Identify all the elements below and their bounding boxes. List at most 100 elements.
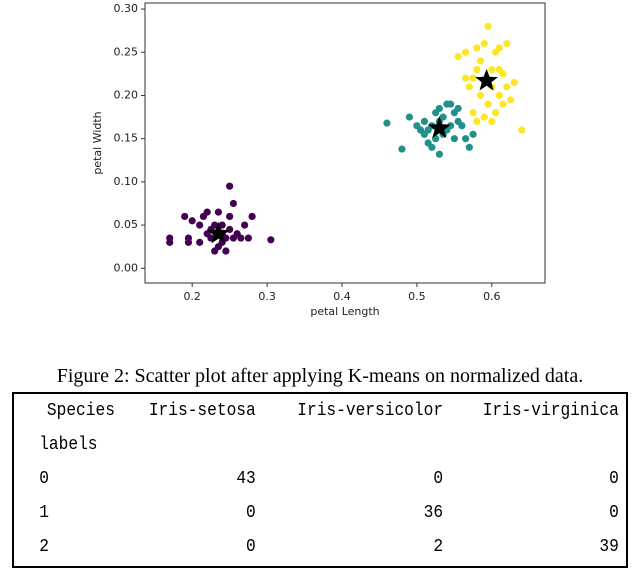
table-cell: 0 <box>609 503 619 523</box>
point <box>447 100 455 108</box>
table-cell: Species <box>46 401 115 421</box>
point <box>461 74 470 82</box>
point <box>248 212 256 221</box>
y-tick-label: 0.10 <box>114 175 139 188</box>
table-box: Species Iris-setosa Iris-versicolor Iris-vi… <box>12 392 628 568</box>
table-cell: 0 <box>246 503 256 523</box>
point <box>480 113 488 121</box>
point <box>214 243 223 251</box>
point <box>226 182 234 190</box>
point <box>469 130 477 138</box>
point <box>488 65 496 74</box>
centroid-star <box>475 68 498 91</box>
x-tick-label: 0.5 <box>408 290 426 303</box>
point <box>237 234 245 242</box>
table-cell <box>448 428 624 462</box>
point <box>495 44 503 52</box>
x-axis-label: petal Length <box>310 305 379 318</box>
point <box>484 22 492 30</box>
point <box>435 104 443 113</box>
point <box>506 96 515 104</box>
point <box>226 212 234 221</box>
table-row: 1 0 36 0 <box>14 496 624 530</box>
point <box>166 238 174 246</box>
plot-frame <box>144 2 546 284</box>
point <box>484 100 492 108</box>
x-tick-label: 0.2 <box>183 290 201 303</box>
point <box>461 48 470 56</box>
y-tick-label: 0.15 <box>114 132 139 145</box>
point <box>188 217 196 225</box>
point <box>469 74 477 82</box>
table-cell: Iris-virginica <box>482 401 619 421</box>
point <box>465 83 473 91</box>
point <box>450 135 458 143</box>
point <box>476 57 485 65</box>
point <box>181 212 189 221</box>
point <box>398 145 406 153</box>
point <box>424 139 432 147</box>
table-cell: Iris-versicolor <box>297 401 444 421</box>
point <box>465 143 473 151</box>
cluster-table: Species Iris-setosa Iris-versicolor Iris-vi… <box>14 394 624 564</box>
point <box>244 234 252 242</box>
point <box>499 100 507 108</box>
point <box>473 65 481 74</box>
point <box>214 208 223 216</box>
point <box>218 221 226 229</box>
y-tick-label: 0.00 <box>114 261 139 274</box>
point <box>461 135 470 143</box>
point <box>488 117 496 125</box>
point <box>196 238 204 246</box>
point <box>435 150 443 158</box>
point <box>241 221 249 229</box>
point <box>439 113 447 121</box>
y-tick-label: 0.20 <box>114 88 139 101</box>
point <box>458 122 466 130</box>
table-cell: 1 <box>39 503 49 523</box>
point <box>222 247 230 255</box>
x-tick-label: 0.3 <box>258 290 276 303</box>
table-cell <box>261 428 448 462</box>
point <box>499 70 507 78</box>
point <box>196 221 204 229</box>
table-row: labels <box>14 428 624 462</box>
point <box>203 208 211 216</box>
point <box>454 52 462 61</box>
table-cell: 2 <box>433 537 444 557</box>
table-row: Species Iris-setosa Iris-versicolor Iris-vi… <box>14 394 624 428</box>
point <box>267 236 275 244</box>
table-cell <box>120 428 261 462</box>
table-cell: 0 <box>433 469 444 489</box>
point <box>454 104 462 113</box>
table-cell: 43 <box>236 469 256 489</box>
table-row: 2 0 2 39 <box>14 530 624 564</box>
point <box>184 238 193 246</box>
point <box>491 109 500 117</box>
point <box>476 91 485 100</box>
point <box>413 122 421 130</box>
point <box>518 126 526 134</box>
y-tick-label: 0.25 <box>114 45 139 58</box>
point <box>420 117 429 125</box>
chart: petal Length petal Width 0.2 0.3 0.4 0.5 0.6… <box>91 2 546 318</box>
table-cell: 0 <box>609 469 619 489</box>
table-row: 0 43 0 0 <box>14 462 624 496</box>
point <box>495 91 503 100</box>
table-cell: 2 <box>39 537 49 557</box>
point <box>503 40 511 48</box>
table-cell: 36 <box>423 503 444 523</box>
point <box>480 40 488 48</box>
centroid-star <box>207 221 230 244</box>
table-cell: 0 <box>246 537 256 557</box>
y-axis-label: petal Width <box>91 111 104 174</box>
table-cell: 39 <box>599 537 619 557</box>
y-tick-label: 0.30 <box>114 2 139 15</box>
point <box>503 83 511 91</box>
point <box>447 122 455 130</box>
centroid-star <box>428 116 451 138</box>
x-tick-label: 0.4 <box>333 290 351 303</box>
table-cell: labels <box>39 435 98 455</box>
table-cell: Iris-setosa <box>148 401 256 421</box>
